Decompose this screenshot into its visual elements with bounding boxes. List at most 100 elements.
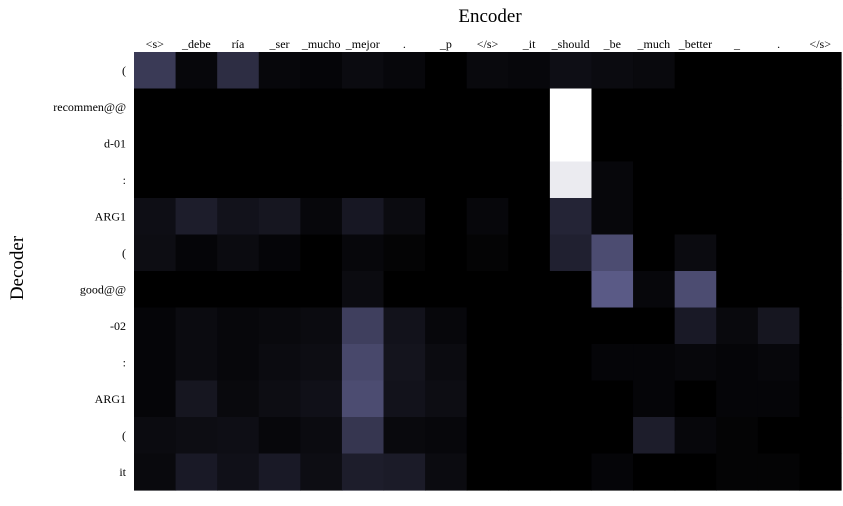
heatmap-cell xyxy=(134,271,177,309)
x-tick-label: _mejor xyxy=(345,37,380,51)
heatmap-cell xyxy=(799,417,842,455)
heatmap-cell xyxy=(716,125,759,163)
heatmap-cell xyxy=(217,88,260,126)
y-tick-label: it xyxy=(119,465,126,479)
heatmap-cell xyxy=(757,198,801,236)
heatmap-cell xyxy=(425,88,468,126)
heatmap-cell xyxy=(549,161,593,199)
heatmap-cell xyxy=(674,161,717,199)
heatmap-cell xyxy=(134,344,177,382)
heatmap-cell xyxy=(217,125,260,163)
heatmap-cell xyxy=(175,88,218,126)
heatmap-cell xyxy=(258,52,301,90)
heatmap-cell xyxy=(134,380,177,418)
heatmap-cell xyxy=(300,52,343,90)
heatmap-cell xyxy=(591,307,634,345)
heatmap-cell xyxy=(134,307,177,345)
heatmap-cell xyxy=(341,344,385,382)
heatmap-cell xyxy=(716,88,759,126)
heatmap-cell xyxy=(799,88,842,126)
heatmap-cell xyxy=(508,453,551,491)
heatmap-cell xyxy=(300,234,343,272)
heatmap-cell xyxy=(217,234,260,272)
heatmap-cell xyxy=(674,198,717,236)
heatmap-cell xyxy=(258,307,301,345)
heatmap-cell xyxy=(674,380,717,418)
heatmap-cell xyxy=(633,380,676,418)
heatmap-cell xyxy=(508,125,551,163)
y-tick-label: ( xyxy=(122,63,126,77)
heatmap-cell xyxy=(425,271,468,309)
heatmap-cell xyxy=(258,380,301,418)
heatmap-cell xyxy=(425,417,468,455)
heatmap-cell xyxy=(799,234,842,272)
heatmap-cell xyxy=(633,344,676,382)
heatmap-cell xyxy=(258,234,301,272)
heatmap-cell xyxy=(466,344,509,382)
heatmap-cell xyxy=(466,307,509,345)
heatmap-cell xyxy=(716,307,759,345)
heatmap-cell xyxy=(341,271,385,309)
heatmap-cell xyxy=(757,52,801,90)
heatmap-cell xyxy=(300,271,343,309)
heatmap-cell xyxy=(383,125,426,163)
heatmap-cell xyxy=(591,417,634,455)
heatmap-cell xyxy=(549,198,593,236)
heatmap-cell xyxy=(258,161,301,199)
heatmap-cell xyxy=(549,88,593,126)
heatmap-cell xyxy=(466,52,509,90)
x-tick-label: . xyxy=(777,37,780,51)
heatmap-cell xyxy=(383,234,426,272)
heatmap-cell xyxy=(508,52,551,90)
heatmap-cell xyxy=(466,161,509,199)
heatmap-cell xyxy=(134,161,177,199)
heatmap-cell xyxy=(300,125,343,163)
heatmap-cell xyxy=(258,344,301,382)
heatmap-cell xyxy=(799,453,842,491)
heatmap-cell xyxy=(134,453,177,491)
x-tick-label: ría xyxy=(232,37,245,51)
heatmap-cell xyxy=(217,453,260,491)
x-tick-label: . xyxy=(403,37,406,51)
heatmap-cell xyxy=(508,271,551,309)
heatmap-cell xyxy=(799,307,842,345)
heatmap-cell xyxy=(757,271,801,309)
heatmap-cell xyxy=(383,52,426,90)
heatmap-cell xyxy=(799,380,842,418)
heatmap-cell xyxy=(383,271,426,309)
heatmap-cell xyxy=(674,125,717,163)
heatmap-cell xyxy=(134,52,177,90)
x-tick-label: _ xyxy=(733,37,741,51)
heatmap-cell xyxy=(674,52,717,90)
heatmap-cell xyxy=(175,161,218,199)
y-tick-label: ( xyxy=(122,428,126,442)
heatmap-cell xyxy=(549,52,593,90)
x-axis-title: Encoder xyxy=(458,6,522,27)
x-tick-label: _p xyxy=(439,37,452,51)
heatmap-cell xyxy=(258,417,301,455)
heatmap-cell xyxy=(217,271,260,309)
heatmap-cell xyxy=(716,198,759,236)
y-tick-label: ( xyxy=(122,246,126,260)
heatmap-cell xyxy=(134,88,177,126)
heatmap-cell xyxy=(175,198,218,236)
heatmap-cell xyxy=(591,198,634,236)
heatmap-cell xyxy=(341,417,385,455)
heatmap-cell xyxy=(175,271,218,309)
heatmap-cell xyxy=(383,198,426,236)
heatmap-cell xyxy=(341,380,385,418)
heatmap-cell xyxy=(591,453,634,491)
heatmap-cell xyxy=(466,453,509,491)
heatmap-cell xyxy=(425,453,468,491)
heatmap-cell xyxy=(217,380,260,418)
heatmap-cell xyxy=(591,88,634,126)
heatmap-cell xyxy=(425,125,468,163)
heatmap-cell xyxy=(341,453,385,491)
heatmap-cell xyxy=(508,344,551,382)
heatmap-cell xyxy=(300,161,343,199)
heatmap-cell xyxy=(425,307,468,345)
y-tick-label: good@@ xyxy=(80,282,126,296)
heatmap-cell xyxy=(674,234,717,272)
heatmap-cell xyxy=(716,52,759,90)
heatmap-cell xyxy=(134,125,177,163)
